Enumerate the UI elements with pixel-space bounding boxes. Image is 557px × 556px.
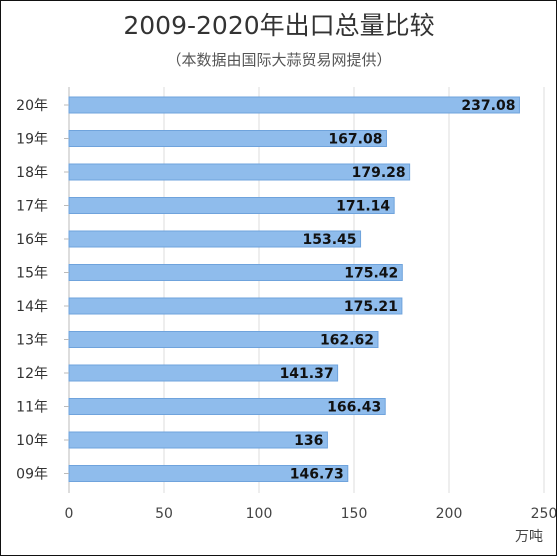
bar-value-label: 179.28 <box>352 165 406 181</box>
y-axis-categories: 20年 19年 18年 17年 16年 15年 14年 13年 12年 11年 10年 09年 <box>16 98 69 483</box>
x-tick-label: 50 <box>155 506 173 522</box>
x-tick-label: 0 <box>65 506 74 522</box>
bar-series: 237.08 167.08 179.28 171.14 153.45 175.42 175.… <box>68 96 520 483</box>
bar-value-label: 136 <box>294 433 323 449</box>
bar-value-label: 146.73 <box>290 467 344 483</box>
bar-value-label: 166.43 <box>327 400 381 416</box>
x-axis-ticks: 0 50 100 150 200 250 <box>65 506 556 522</box>
x-tick-label: 250 <box>531 506 556 522</box>
x-tick-label: 100 <box>246 506 273 522</box>
bar-value-label: 153.45 <box>303 232 357 248</box>
category-label: 16年 <box>16 232 48 248</box>
category-label: 19年 <box>16 132 48 148</box>
bar <box>68 96 520 114</box>
bar <box>68 431 328 449</box>
bar-value-label: 162.62 <box>320 333 374 349</box>
category-label: 11年 <box>16 400 48 416</box>
category-label: 17年 <box>16 199 48 215</box>
bar-value-label: 171.14 <box>336 199 390 215</box>
category-label: 12年 <box>16 366 48 382</box>
grid-lines <box>68 87 545 493</box>
category-label: 15年 <box>16 266 48 282</box>
category-label: 13年 <box>16 333 48 349</box>
x-tick-label: 200 <box>436 506 463 522</box>
bar-value-label: 175.21 <box>344 299 398 315</box>
bar-value-label: 167.08 <box>328 132 382 148</box>
category-label: 09年 <box>16 467 48 483</box>
category-label: 20年 <box>16 98 48 114</box>
category-label: 14年 <box>16 299 48 315</box>
category-label: 10年 <box>16 433 48 449</box>
bar-value-label: 237.08 <box>461 98 515 114</box>
chart-title: 2009-2020年出口总量比较 <box>123 11 434 40</box>
x-axis-unit-label: 万吨 <box>515 529 543 545</box>
bar-value-label: 175.42 <box>344 266 398 282</box>
chart-subtitle: （本数据由国际大蒜贸易网提供） <box>166 51 391 69</box>
x-tick-label: 150 <box>341 506 368 522</box>
category-label: 18年 <box>16 165 48 181</box>
bar-value-label: 141.37 <box>280 366 334 382</box>
